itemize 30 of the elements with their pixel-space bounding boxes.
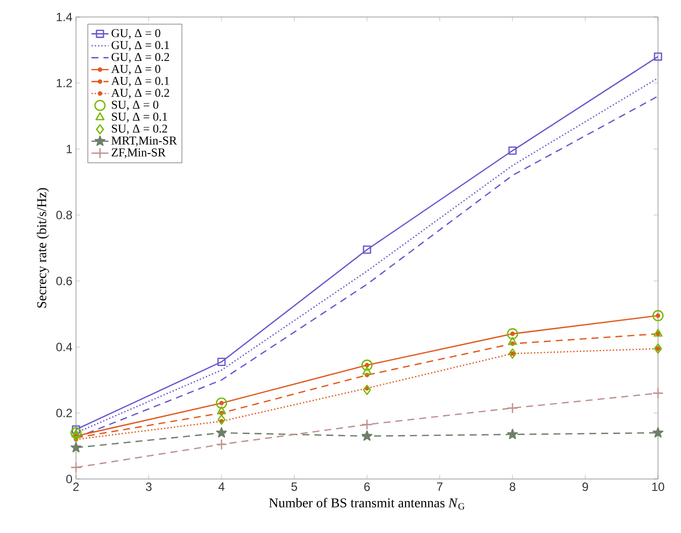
x-tick-label: 6 xyxy=(364,482,370,491)
y-tick-label: 1 xyxy=(66,144,72,154)
x-tick-label: 8 xyxy=(510,482,516,491)
legend-label: GU, Δ = 0.2 xyxy=(112,52,170,63)
legend-label: ZF,Min-SR xyxy=(112,148,166,158)
y-tick-label: 0.4 xyxy=(56,342,72,352)
y-tick-label: 0.2 xyxy=(56,408,72,418)
x-tick-label: 4 xyxy=(218,482,224,491)
x-tick-label: 10 xyxy=(652,482,664,491)
legend-label: MRT,Min-SR xyxy=(111,136,177,146)
y-tick-label: 1.2 xyxy=(56,78,72,88)
legend-label: GU, Δ = 0.1 xyxy=(112,41,170,51)
legend-label: SU, Δ = 0.1 xyxy=(112,112,168,122)
legend-label: AU, Δ = 0.1 xyxy=(111,76,170,87)
legend-label: AU, Δ = 0 xyxy=(111,64,160,75)
y-tick-label: 1.4 xyxy=(56,12,72,22)
x-tick-label: 7 xyxy=(437,482,442,491)
legend-label: SU, Δ = 0.2 xyxy=(112,124,168,134)
y-tick-label: 0 xyxy=(66,474,72,484)
legend-label: GU, Δ = 0 xyxy=(112,29,160,39)
x-tick-label: 9 xyxy=(582,482,588,491)
y-tick-label: 0.6 xyxy=(56,276,72,286)
legend-label: AU, Δ = 0.2 xyxy=(111,88,170,99)
legend-label: SU, Δ = 0 xyxy=(112,100,158,111)
x-tick-label: 5 xyxy=(291,482,298,491)
x-axis-title: Number of BS transmit antennas N$_{G}$ xyxy=(269,498,464,510)
x-tick-label: 2 xyxy=(73,482,79,491)
y-axis-title: Secrecy rate (bit/s/Hz) xyxy=(36,188,50,308)
x-tick-label: 3 xyxy=(146,482,152,491)
y-tick-label: 0.8 xyxy=(56,210,72,220)
